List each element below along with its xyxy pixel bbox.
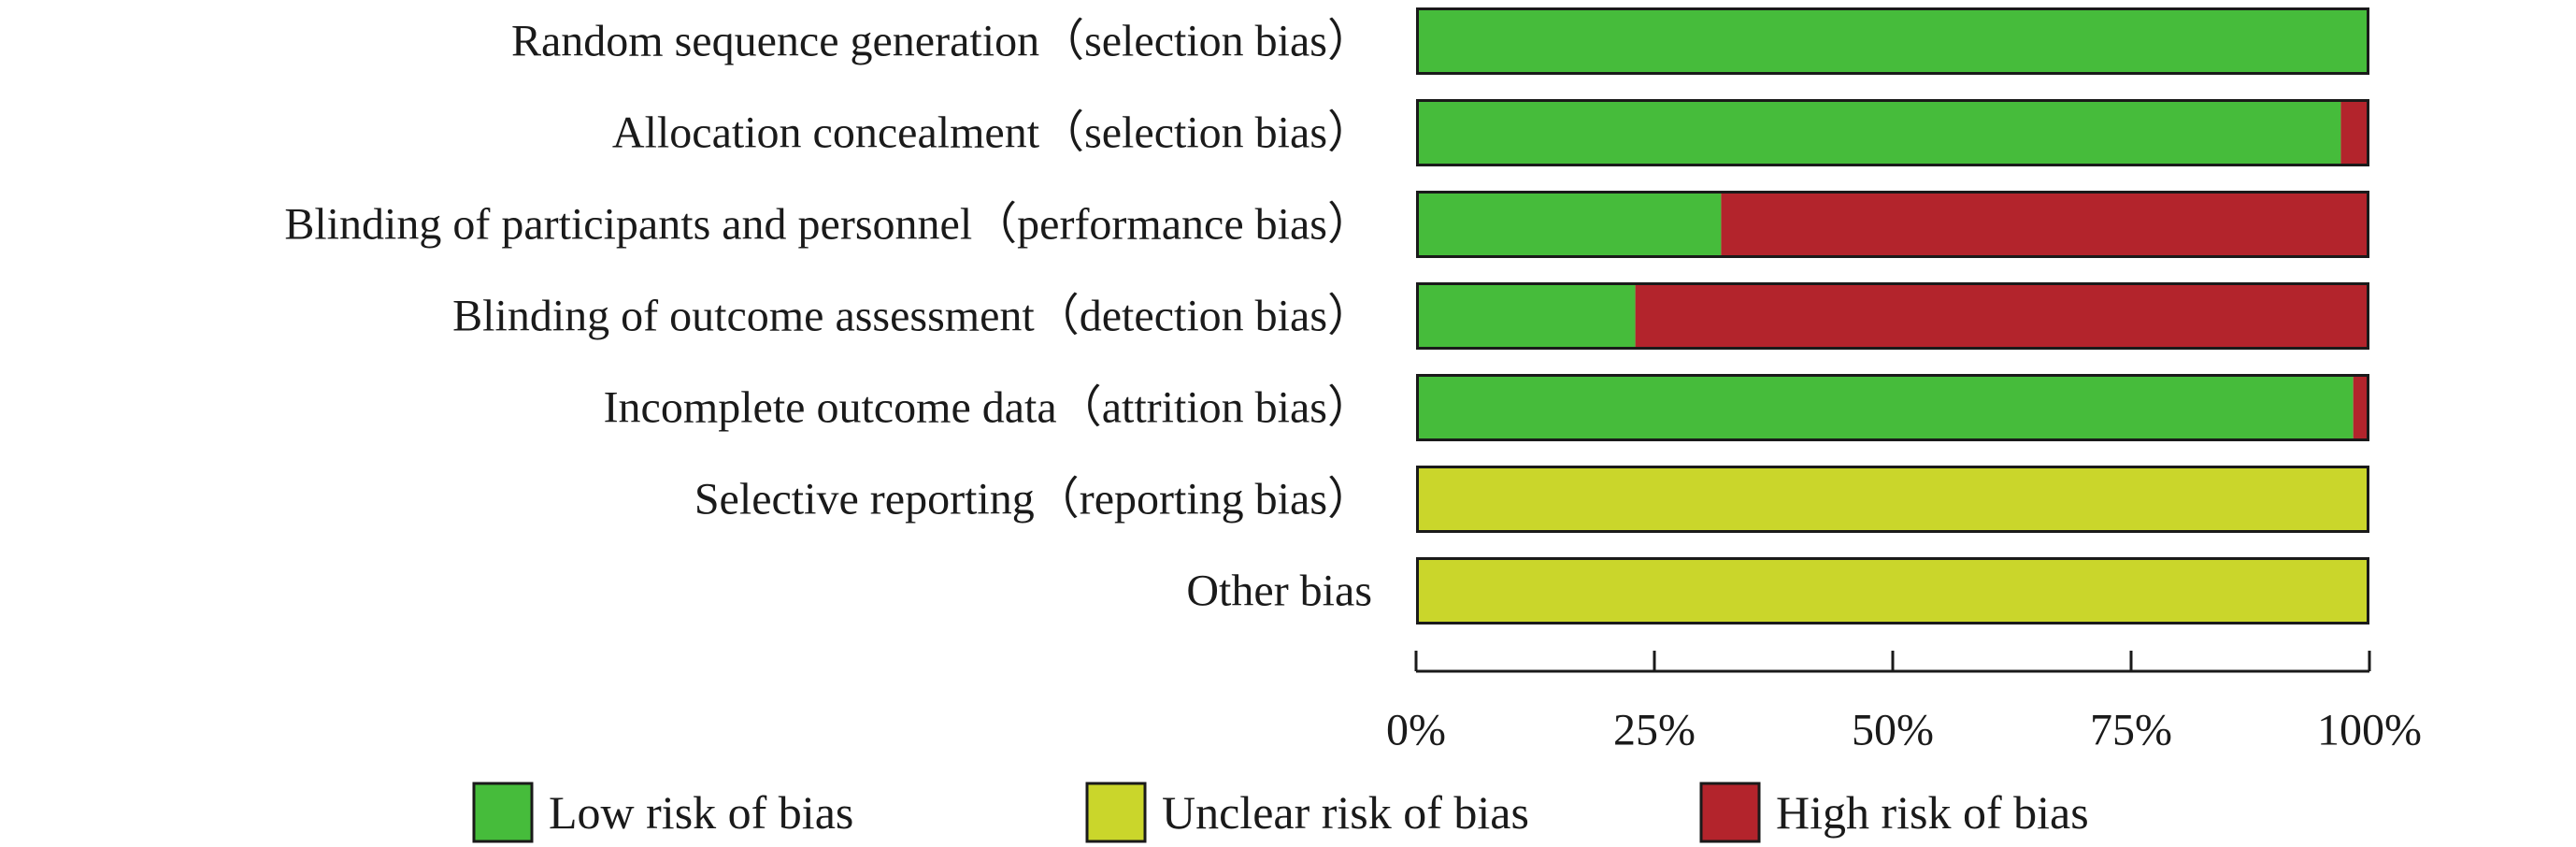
category-labels: Random sequence generation（selection bia… — [284, 17, 1372, 616]
legend-swatch — [1085, 782, 1147, 843]
bar-outline — [1416, 99, 2369, 166]
legend-swatch — [1699, 782, 1761, 843]
bar-segment — [1416, 374, 2354, 441]
bar-segment — [1416, 557, 2369, 624]
bar-outline — [1416, 557, 2369, 624]
x-tick-label: 50% — [1852, 706, 1934, 755]
bar-segment — [1416, 191, 1722, 258]
bar-outline — [1416, 374, 2369, 441]
bar-segment — [1416, 282, 1636, 350]
bar-outline — [1416, 191, 2369, 258]
legend-label: Low risk of bias — [549, 786, 853, 839]
category-label: Selective reporting（reporting bias） — [694, 475, 1372, 524]
bar-segment — [1416, 466, 2369, 533]
bar-segment — [1416, 99, 2341, 166]
bar-outline — [1416, 7, 2369, 75]
x-tick-label: 25% — [1613, 706, 1696, 755]
bar-outline — [1416, 466, 2369, 533]
bar-segment — [1635, 282, 2369, 350]
legend-label: High risk of bias — [1776, 786, 2089, 839]
bar-segment — [2340, 99, 2369, 166]
x-tick-label: 100% — [2317, 706, 2422, 755]
bars — [1416, 7, 2369, 624]
category-label: Random sequence generation（selection bia… — [511, 17, 1372, 66]
bar-outline — [1416, 282, 2369, 350]
bar-segment — [1721, 191, 2369, 258]
x-tick-label: 75% — [2090, 706, 2172, 755]
bar-segment — [1416, 7, 2369, 75]
legend: Low risk of bias Unclear risk of bias High… — [472, 782, 2089, 843]
category-label: Other bias — [1186, 567, 1372, 616]
category-label: Allocation concealment（selection bias） — [612, 108, 1372, 158]
category-label: Blinding of outcome assessment（detection… — [452, 292, 1372, 341]
legend-swatch — [472, 782, 534, 843]
category-label: Incomplete outcome data（attrition bias） — [604, 383, 1372, 433]
x-tick-label: 0% — [1386, 706, 1446, 755]
bar-segment — [2353, 374, 2369, 441]
x-axis: 0% 25% 50% 75% 100% — [1386, 651, 2422, 755]
category-label: Blinding of participants and personnel（p… — [284, 200, 1372, 250]
legend-label: Unclear risk of bias — [1162, 786, 1529, 839]
